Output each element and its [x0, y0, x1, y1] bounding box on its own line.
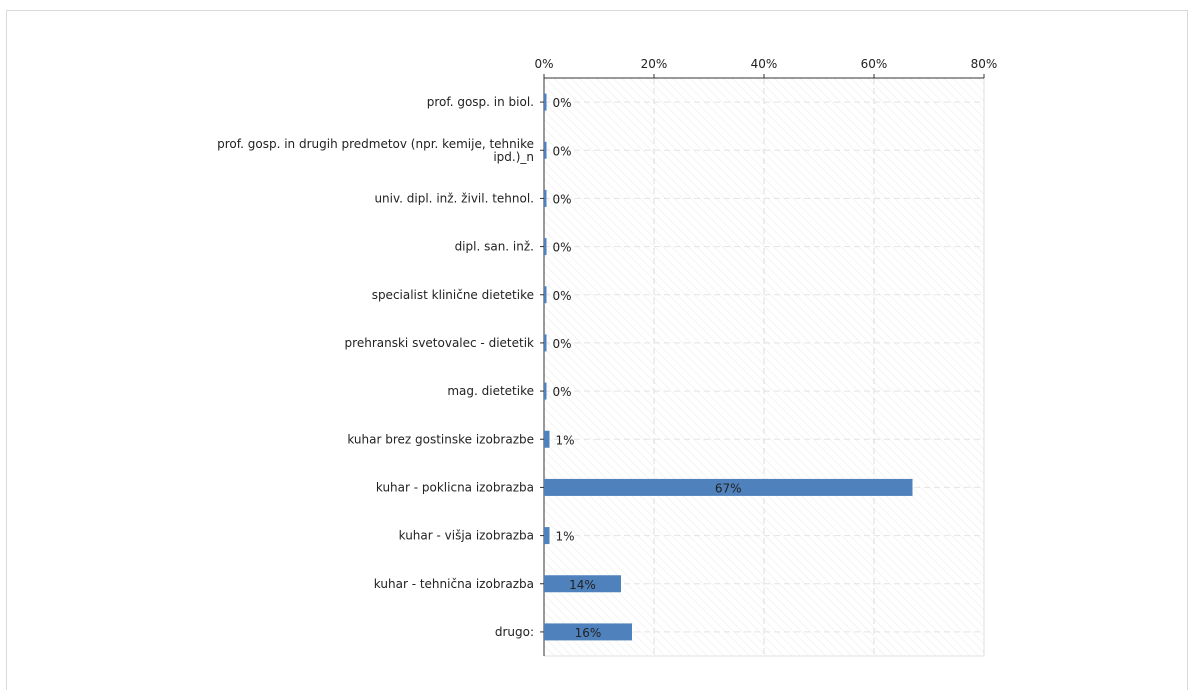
category-label: kuhar brez gostinske izobrazbe: [347, 432, 534, 446]
value-label: 0%: [553, 241, 572, 255]
bar: [544, 430, 550, 448]
category-label: prof. gosp. in drugih predmetov (npr. ke…: [217, 137, 534, 151]
bar: [544, 527, 550, 545]
bar: [544, 382, 547, 400]
category-label: kuhar - tehnična izobrazba: [374, 577, 534, 591]
x-tick-label: 40%: [751, 57, 778, 71]
value-label: 0%: [553, 144, 572, 158]
bar: [544, 575, 621, 593]
value-label: 67%: [715, 481, 742, 495]
bar: [544, 189, 547, 207]
x-tick-label: 60%: [861, 57, 888, 71]
bar: [544, 141, 547, 159]
bar: [544, 238, 547, 256]
category-label: prehranski svetovalec - dietetik: [345, 336, 534, 350]
bar: [544, 623, 632, 641]
category-label: drugo:: [495, 625, 534, 639]
x-tick-label: 0%: [534, 57, 553, 71]
value-label: 0%: [553, 96, 572, 110]
category-label: prof. gosp. in biol.: [427, 95, 534, 109]
value-label: 0%: [553, 289, 572, 303]
category-label: mag. dietetike: [447, 384, 534, 398]
category-label: ipd.)_n: [493, 150, 534, 164]
bar: [544, 93, 547, 111]
bar: [544, 334, 547, 352]
value-label: 0%: [553, 337, 572, 351]
x-tick-label: 80%: [971, 57, 998, 71]
value-label: 1%: [556, 433, 575, 447]
value-label: 16%: [575, 626, 602, 640]
category-label: kuhar - višja izobrazba: [399, 529, 534, 543]
category-label: univ. dipl. inž. živil. tehnol.: [374, 191, 534, 205]
category-label: kuhar - poklicna izobrazba: [376, 480, 534, 494]
value-label: 14%: [569, 578, 596, 592]
bar: [544, 286, 547, 304]
bar: [544, 478, 913, 496]
category-label: specialist klinične dietetike: [372, 288, 534, 302]
value-label: 1%: [556, 530, 575, 544]
category-label: dipl. san. inž.: [455, 240, 534, 254]
value-label: 0%: [553, 385, 572, 399]
x-tick-label: 20%: [641, 57, 668, 71]
value-label: 0%: [553, 192, 572, 206]
